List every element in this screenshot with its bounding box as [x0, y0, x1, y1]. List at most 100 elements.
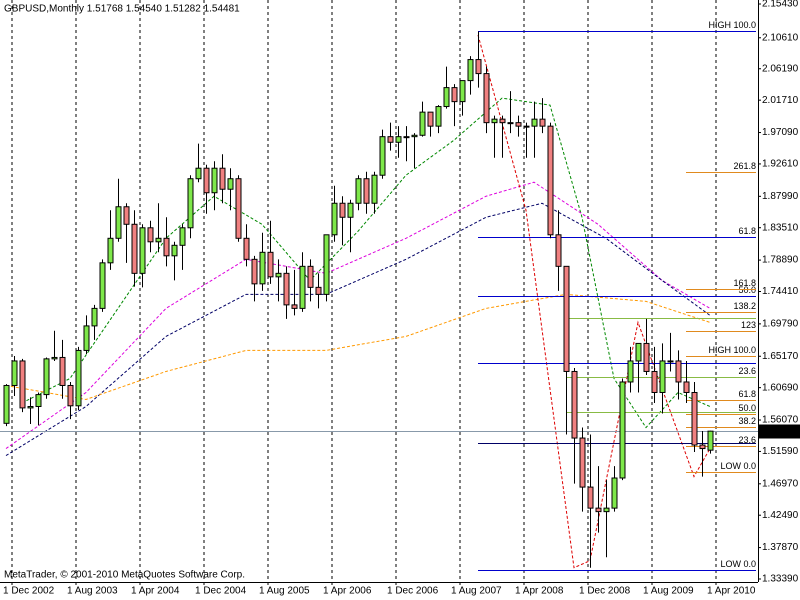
candle-body	[227, 178, 234, 190]
candle-body	[515, 122, 522, 127]
candle-body	[299, 265, 306, 309]
indicator-line	[5, 293, 711, 401]
candle-body	[675, 360, 682, 383]
candle-body	[235, 178, 242, 239]
candle-body	[91, 307, 98, 327]
candle-body	[435, 106, 442, 127]
candle-body	[115, 206, 122, 239]
candle-body	[19, 360, 26, 409]
candle-body	[347, 202, 354, 218]
x-tick-label: 1 Aug 2005	[259, 586, 310, 597]
candle-body	[683, 381, 690, 393]
y-tick-label: 1.65170	[762, 351, 799, 362]
y-tick-label: 1.78890	[762, 255, 799, 266]
candle-body	[283, 272, 290, 306]
candle-body	[379, 136, 386, 176]
y-tick-label: 1.46970	[762, 478, 799, 489]
candle-body	[491, 118, 498, 124]
candle-body	[483, 73, 490, 124]
x-tick-label: 1 Aug 2009	[643, 586, 694, 597]
candle-body	[139, 227, 146, 274]
candle-body	[179, 227, 186, 246]
candle-body	[547, 125, 554, 236]
candle-body	[467, 59, 474, 82]
candle-body	[459, 80, 466, 103]
candle-body	[611, 477, 618, 509]
y-tick-label: 2.15430	[762, 0, 799, 10]
candle-body	[427, 111, 434, 127]
y-tick-label: 1.33390	[762, 574, 799, 585]
candle-body	[699, 444, 706, 450]
candle-body	[667, 360, 674, 363]
candle-body	[43, 358, 50, 396]
candle-body	[3, 384, 10, 424]
candle-body	[587, 486, 594, 509]
candle-body	[251, 258, 258, 285]
candle-body	[475, 59, 482, 75]
fib-label: 50.0	[738, 403, 756, 413]
candle-body	[147, 227, 154, 243]
candle-body	[403, 136, 410, 139]
candle-body	[411, 134, 418, 138]
candle-body	[275, 272, 282, 278]
fib-label: 61.8	[738, 389, 756, 399]
candle-body	[539, 118, 546, 127]
y-tick-label: 1.69790	[762, 319, 799, 330]
candle-body	[619, 381, 626, 479]
candle-body	[67, 384, 74, 407]
candle-body	[363, 178, 370, 204]
x-tick-label: 1 Apr 2006	[323, 586, 372, 597]
candle-body	[635, 342, 642, 362]
candle-body	[339, 202, 346, 218]
x-tick-label: 1 Aug 2003	[67, 586, 118, 597]
y-tick-label: 1.83510	[762, 222, 799, 233]
x-tick-label: 1 Aug 2007	[451, 586, 502, 597]
candle-body	[331, 202, 338, 236]
candle-body	[651, 370, 658, 393]
x-tick-label: 1 Apr 2008	[515, 586, 564, 597]
candle-body	[27, 406, 34, 409]
fib-label: LOW 0.0	[720, 461, 756, 471]
fib-label: 23.6	[738, 435, 756, 445]
y-tick-label: 1.56070	[762, 415, 799, 426]
candle-body	[219, 167, 226, 190]
candle-body	[355, 178, 362, 204]
x-tick-label: 1 Dec 2008	[579, 586, 631, 597]
candle-body	[163, 237, 170, 257]
candle-body	[267, 251, 274, 278]
candle-body	[555, 234, 562, 267]
y-tick-label: 1.97090	[762, 127, 799, 138]
candle-body	[627, 360, 634, 383]
indicator-line	[5, 202, 711, 456]
candle-body	[187, 178, 194, 229]
candle-body	[595, 507, 602, 513]
y-tick-label: 2.10610	[762, 32, 799, 43]
y-tick-label: 1.37870	[762, 542, 799, 553]
candle-body	[11, 360, 18, 386]
fib-label: HIGH 100.0	[708, 20, 756, 30]
candle-body	[579, 437, 586, 488]
candle-body	[443, 87, 450, 108]
fib-label: 261.8	[733, 161, 756, 171]
chart-title: GBPUSD,Monthly 1.51768 1.54540 1.51282 1…	[4, 4, 240, 15]
candle-body	[203, 167, 210, 194]
candle-body	[59, 356, 66, 386]
candle-body	[107, 237, 114, 264]
candle-body	[75, 349, 82, 407]
candle-body	[691, 391, 698, 446]
x-tick-label: 1 Dec 2006	[387, 586, 439, 597]
candle-body	[211, 167, 218, 194]
candle-body	[531, 118, 538, 127]
candle-body	[643, 342, 650, 372]
price-label-box	[759, 424, 800, 439]
footer: MetaTrader, © 2001-2010 MetaQuotes Softw…	[4, 570, 245, 581]
candle-body	[371, 174, 378, 204]
candle-body	[603, 507, 610, 513]
candle-body	[155, 237, 162, 243]
y-tick-label: 1.92610	[762, 159, 799, 170]
candle-body	[395, 136, 402, 143]
fib-label: 38.2	[738, 416, 756, 426]
y-tick-label: 1.42490	[762, 510, 799, 521]
